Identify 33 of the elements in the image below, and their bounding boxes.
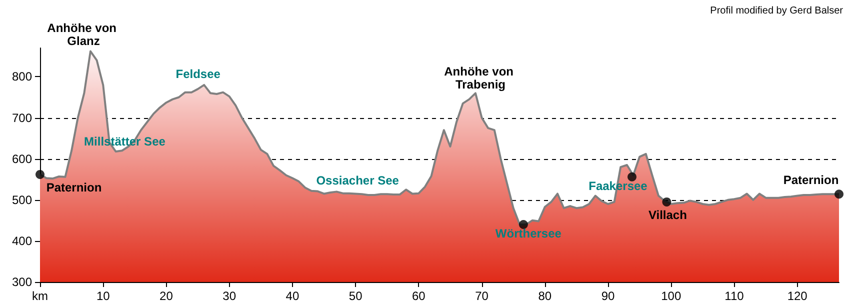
y-tick-label: 300 — [12, 275, 32, 289]
annotation: Anhöhe von Glanz — [47, 20, 120, 48]
annotation: Feldsee — [176, 66, 221, 81]
x-tick-label: 60 — [412, 289, 426, 303]
point — [628, 172, 636, 182]
y-tick-label: 600 — [12, 152, 32, 166]
x-tick-label: 30 — [222, 289, 236, 303]
annotation: Paternion — [46, 180, 102, 194]
text: Profil modified by Gerd Balser — [710, 6, 844, 16]
x-tick-label: 100 — [661, 289, 682, 303]
x-tick-label: 80 — [538, 289, 552, 303]
annotation: Millstätter See — [84, 134, 166, 148]
x-tick-label: km — [32, 289, 48, 303]
x-tick-label: 40 — [286, 289, 300, 303]
y-tick-label: 400 — [12, 234, 32, 248]
x-tick-label: 120 — [787, 289, 808, 303]
x-tick-label: 50 — [348, 289, 363, 303]
point — [834, 190, 844, 199]
annotation: Anhöhe von Trabenig — [444, 64, 517, 92]
y-tick-label: 700 — [12, 110, 32, 125]
point — [662, 197, 672, 206]
x-tick-label: 70 — [475, 289, 489, 303]
x-tick-label: 20 — [160, 289, 174, 303]
x-tick-label: 10 — [96, 289, 110, 303]
y-tick-label: 800 — [12, 70, 32, 84]
x-tick-label: 90 — [601, 289, 616, 303]
annotation: Villach — [648, 208, 687, 222]
x-tick-label: 110 — [724, 289, 744, 303]
annotation: Paternion — [783, 173, 839, 188]
y-tick-label: 500 — [12, 192, 32, 207]
annotation: Wörthersee — [495, 226, 562, 241]
point — [36, 170, 44, 179]
annotation: Ossiacher See — [316, 174, 400, 188]
